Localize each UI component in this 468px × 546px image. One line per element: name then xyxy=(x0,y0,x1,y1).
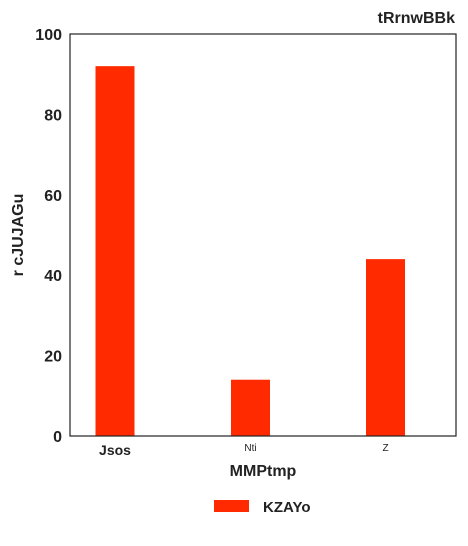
y-tick-label: 80 xyxy=(44,107,62,124)
bar-nti xyxy=(231,379,270,436)
bar-jsos xyxy=(95,66,135,436)
legend-swatch xyxy=(214,500,249,512)
x-axis-ticks: Jsos Nti Z xyxy=(99,442,389,458)
x-tick-label: Nti xyxy=(244,443,256,454)
bar-z xyxy=(366,259,405,436)
plot-frame xyxy=(69,33,457,437)
legend: KZAYo xyxy=(214,499,311,516)
x-tick-label: Z xyxy=(382,443,388,454)
y-axis-ticks: 0 20 40 60 80 100 xyxy=(35,27,62,446)
y-tick-label: 20 xyxy=(44,349,62,366)
legend-label: KZAYo xyxy=(263,499,311,516)
y-tick-label: 40 xyxy=(44,268,62,285)
y-tick-label: 100 xyxy=(35,27,62,44)
chart-title: tRrnwBBk xyxy=(378,10,455,27)
bars-group xyxy=(95,66,405,436)
y-tick-label: 60 xyxy=(44,188,62,205)
x-tick-label: Jsos xyxy=(99,442,131,458)
y-axis-title: r cJUJAGu xyxy=(10,194,27,277)
x-axis-title: MMPtmp xyxy=(230,463,297,480)
y-tick-label: 0 xyxy=(53,429,62,446)
